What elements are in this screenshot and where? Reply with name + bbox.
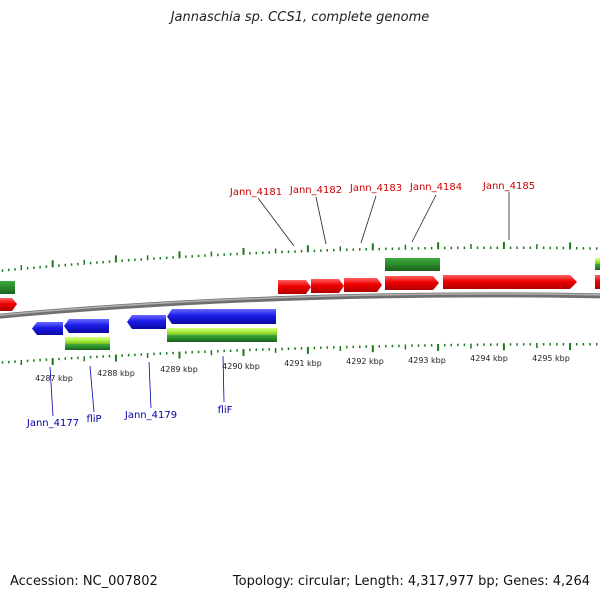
gene-jann-4185[interactable] — [443, 275, 577, 289]
inner-tick-marks — [1, 343, 598, 366]
kbp-label: 4292 kbp — [346, 357, 384, 366]
gene-partial-left-forward[interactable] — [0, 298, 17, 311]
gene-flif[interactable] — [167, 309, 276, 324]
kbp-label: 4289 kbp — [160, 365, 198, 374]
kbp-label: 4294 kbp — [470, 354, 508, 363]
kbp-label: 4288 kbp — [97, 369, 135, 378]
kbp-label: 4290 kbp — [222, 362, 260, 371]
gene-jann-4182[interactable] — [311, 279, 344, 293]
kbp-label: 4295 kbp — [532, 354, 570, 363]
genome-backbone — [0, 292, 600, 319]
label-jann-4179[interactable]: Jann_4179 — [124, 410, 177, 421]
forward-gene-labels: Jann_4181 Jann_4182 Jann_4183 Jann_4184 … — [229, 181, 535, 247]
map-title: Jannaschia sp. CCS1, complete genome — [170, 10, 430, 25]
cds-feature-right-light[interactable] — [595, 258, 600, 264]
outer-tick-marks — [1, 242, 598, 272]
gene-jann-4183[interactable] — [344, 278, 382, 292]
genome-summary-text: Topology: circular; Length: 4,317,977 bp… — [232, 574, 590, 589]
cds-flip-light[interactable] — [65, 337, 110, 344]
forward-genes — [0, 275, 600, 311]
label-jann-4183[interactable]: Jann_4183 — [349, 183, 402, 194]
cds-feature-left[interactable] — [0, 281, 15, 294]
gene-flip[interactable] — [64, 319, 109, 333]
label-flif[interactable]: fliF — [218, 405, 233, 416]
kbp-scale-labels: 4287 kbp 4288 kbp 4289 kbp 4290 kbp 4291… — [35, 354, 570, 383]
kbp-label: 4287 kbp — [35, 374, 73, 383]
reverse-genes — [32, 309, 276, 335]
label-flip[interactable]: fliP — [86, 414, 101, 425]
cds-flif-light[interactable] — [167, 328, 277, 335]
cds-feature-jann-4184[interactable] — [385, 258, 440, 271]
reverse-cds-features — [65, 328, 277, 350]
gene-jann-4179[interactable] — [127, 315, 166, 329]
cds-feature-right-dark[interactable] — [595, 264, 600, 270]
gene-jann-4177[interactable] — [32, 322, 63, 335]
label-jann-4185[interactable]: Jann_4185 — [482, 181, 535, 192]
accession-text: Accession: NC_007802 — [10, 574, 158, 589]
label-jann-4181[interactable]: Jann_4181 — [229, 187, 282, 198]
gene-jann-4184[interactable] — [385, 276, 439, 290]
cds-flip-dark[interactable] — [65, 344, 110, 350]
kbp-label: 4291 kbp — [284, 359, 322, 368]
label-jann-4184[interactable]: Jann_4184 — [409, 182, 462, 193]
label-jann-4182[interactable]: Jann_4182 — [289, 185, 342, 196]
gene-jann-4181[interactable] — [278, 280, 311, 294]
reverse-gene-labels: Jann_4177 fliP Jann_4179 fliF — [26, 355, 233, 429]
label-jann-4177[interactable]: Jann_4177 — [26, 418, 79, 429]
cds-flif-dark[interactable] — [167, 335, 277, 342]
forward-cds-features — [0, 258, 600, 294]
gene-partial-right-forward[interactable] — [595, 275, 600, 289]
kbp-label: 4293 kbp — [408, 356, 446, 365]
